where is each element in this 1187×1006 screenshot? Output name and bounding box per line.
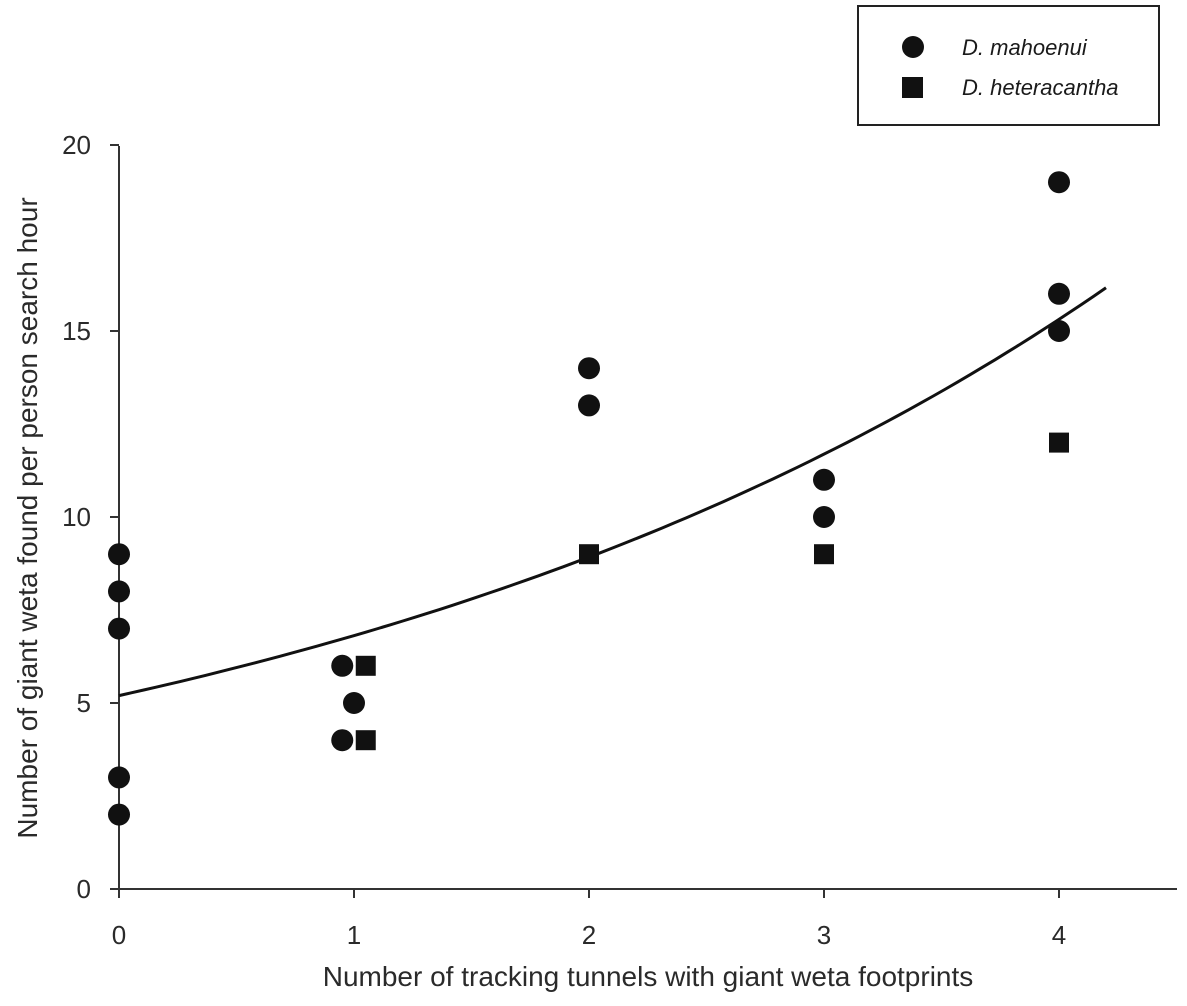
y-tick-label: 15	[62, 316, 91, 346]
point-mahoenui	[1048, 171, 1070, 194]
axes	[118, 146, 1177, 890]
point-mahoenui	[331, 654, 354, 677]
point-heteracantha	[579, 544, 599, 565]
x-tick-label: 2	[582, 920, 596, 950]
legend-box	[857, 5, 1160, 126]
point-mahoenui	[108, 766, 130, 789]
legend-label-mahoenui: D. mahoenui	[962, 35, 1088, 60]
trend-line	[118, 286, 1107, 698]
point-heteracantha	[355, 655, 376, 676]
point-heteracantha	[1049, 432, 1069, 453]
point-mahoenui	[813, 506, 835, 528]
x-axis-label: Number of tracking tunnels with giant we…	[323, 961, 974, 992]
point-heteracantha	[814, 544, 834, 565]
point-mahoenui	[1048, 320, 1070, 342]
point-mahoenui	[343, 692, 365, 714]
x-tick-label: 1	[347, 920, 361, 950]
data-points	[108, 171, 1070, 826]
point-mahoenui	[578, 357, 600, 380]
x-tick-label: 0	[112, 920, 126, 950]
y-tick-label: 10	[62, 502, 91, 532]
y-tick-label: 20	[62, 130, 91, 160]
point-mahoenui	[108, 617, 130, 640]
point-mahoenui	[1048, 282, 1070, 305]
point-mahoenui	[331, 729, 354, 752]
point-mahoenui	[108, 803, 130, 826]
x-tick-label: 4	[1052, 920, 1066, 950]
point-heteracantha	[355, 730, 376, 751]
y-axis-label: Number of giant weta found per person se…	[12, 197, 43, 838]
point-mahoenui	[108, 543, 130, 566]
y-tick-label: 0	[77, 874, 91, 904]
ticks: 0 1 2 3 4 0 5 10 15 20	[62, 130, 1066, 950]
legend-label-heteracantha: D. heteracantha	[962, 75, 1119, 100]
point-mahoenui	[108, 580, 130, 603]
point-mahoenui	[578, 394, 600, 417]
legend: D. mahoenui D. heteracantha	[857, 5, 1160, 126]
y-tick-label: 5	[77, 688, 91, 718]
point-mahoenui	[813, 468, 835, 491]
legend-marker-square	[902, 77, 923, 98]
x-tick-label: 3	[817, 920, 831, 950]
legend-marker-circle	[902, 36, 924, 58]
